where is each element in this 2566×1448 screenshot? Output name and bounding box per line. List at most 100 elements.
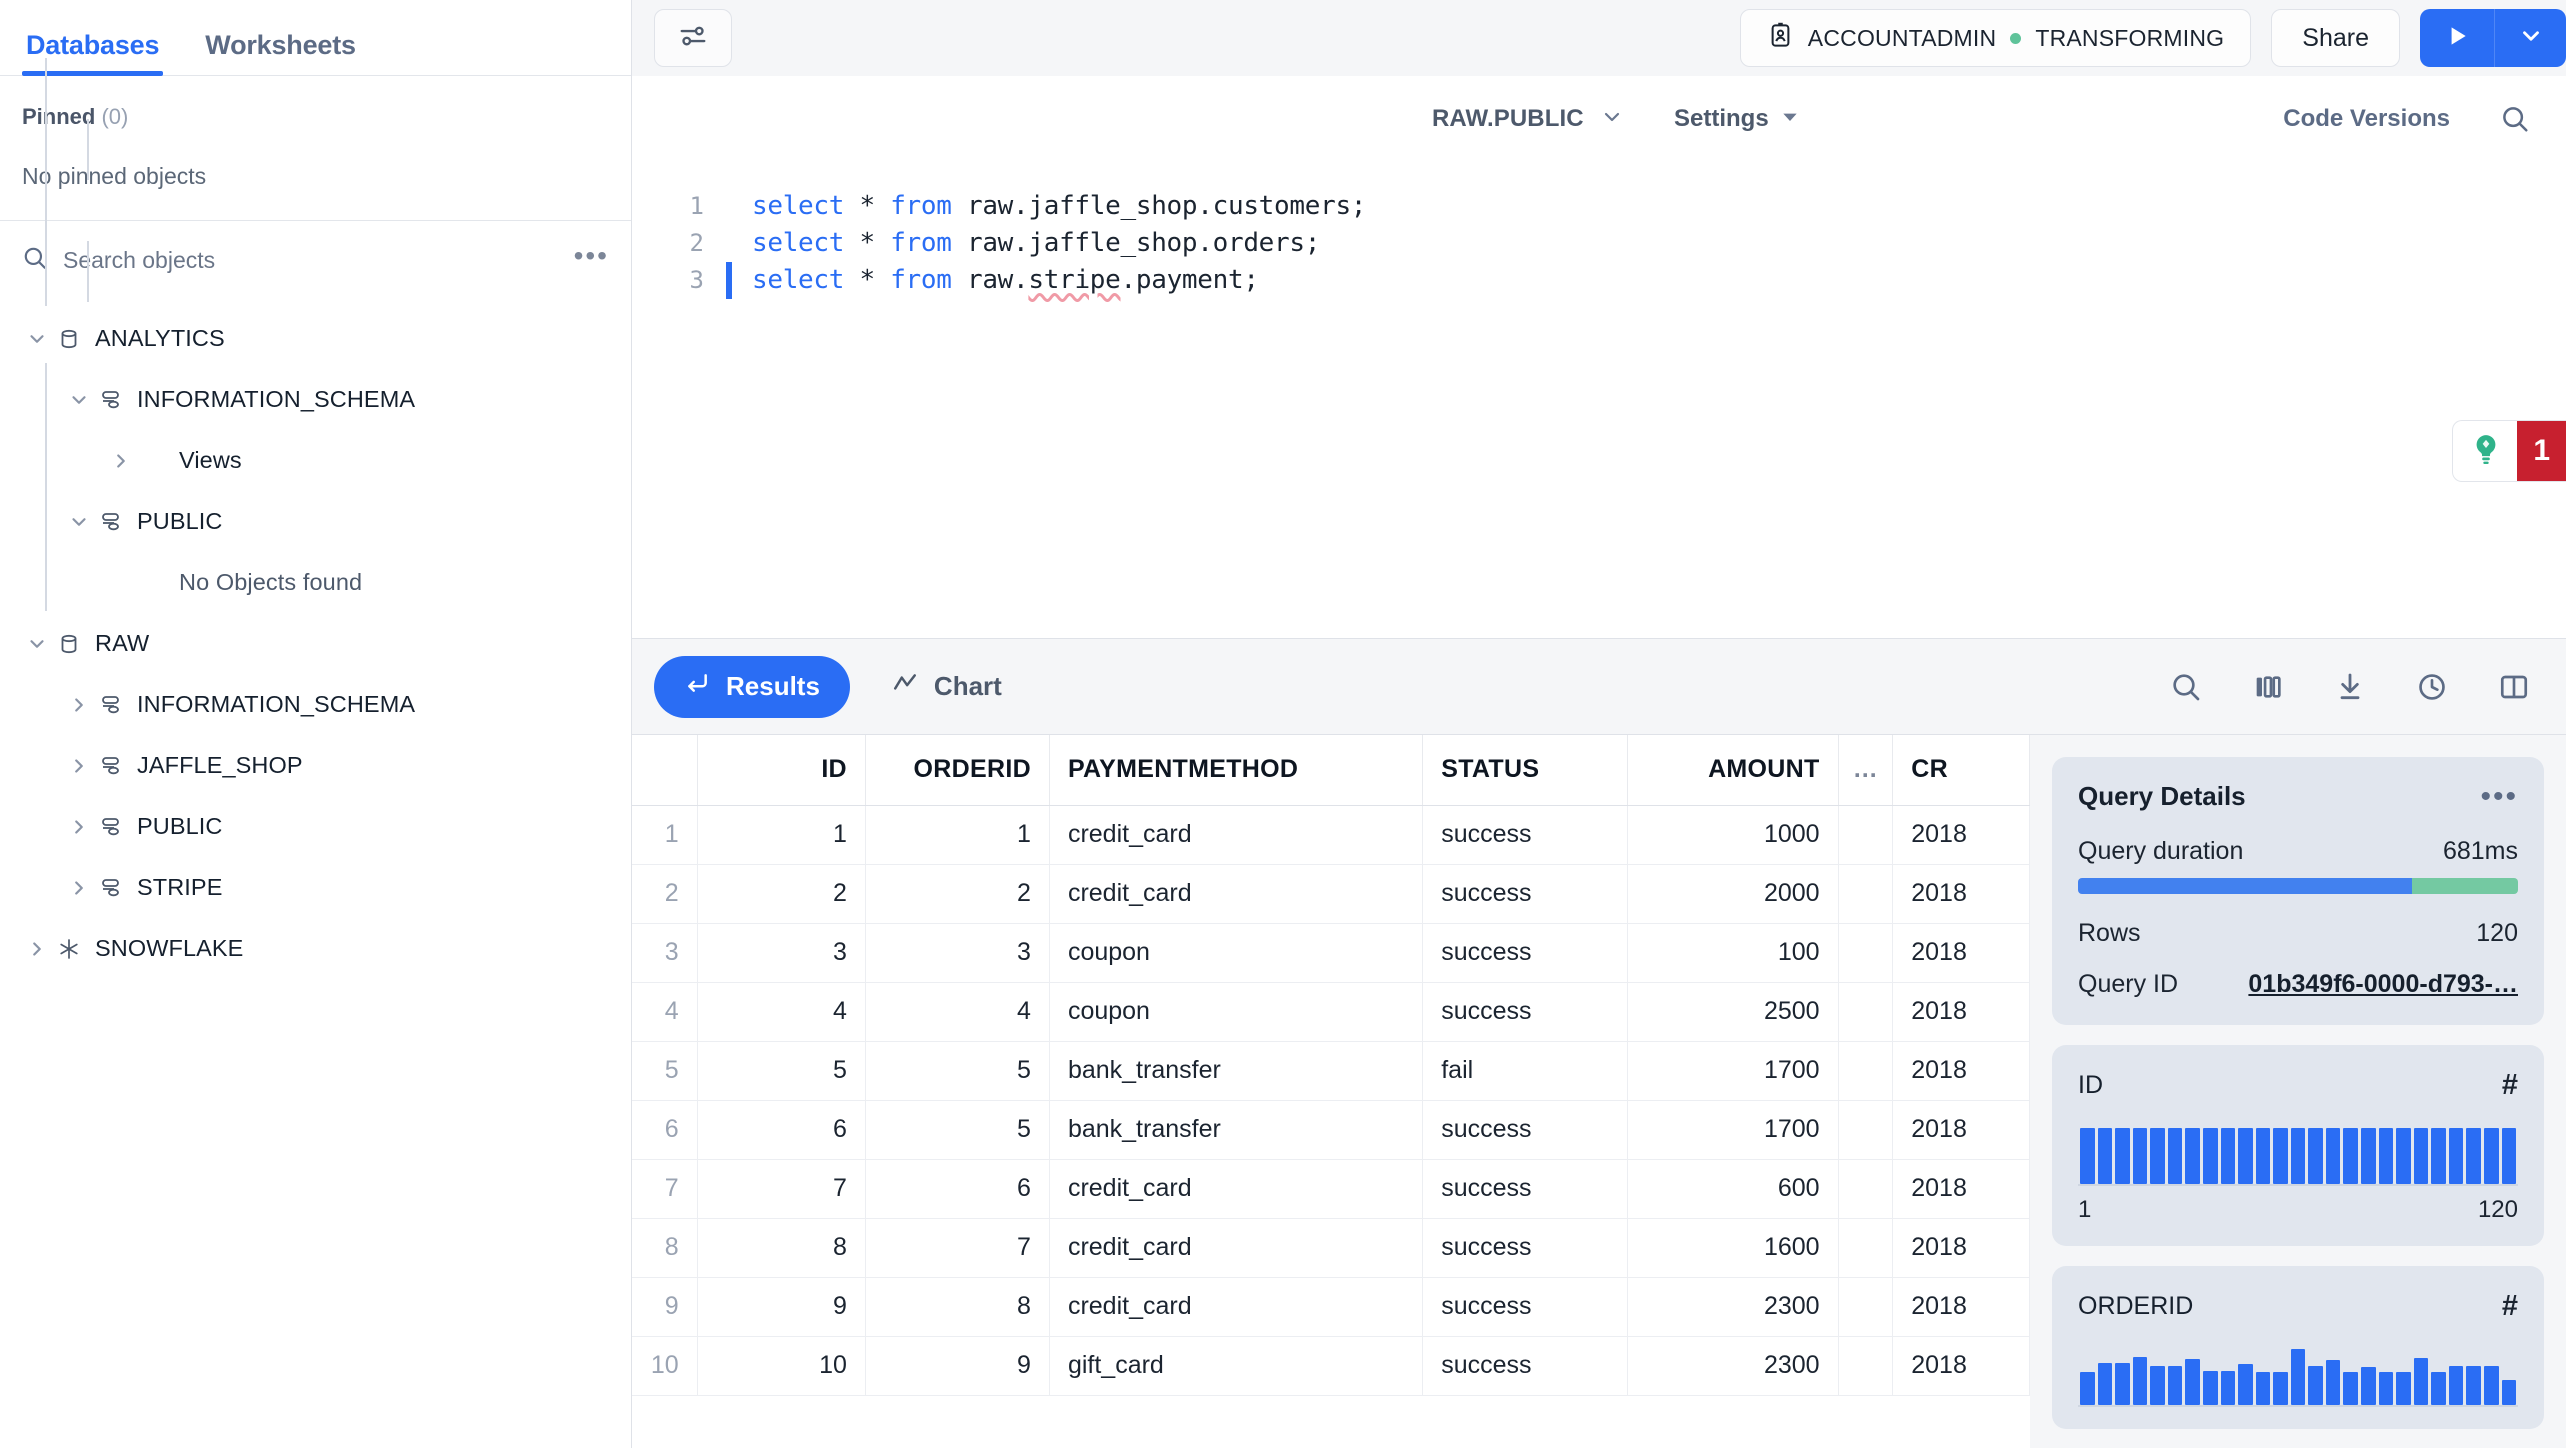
- cell-spacer: [1838, 1336, 1894, 1396]
- query-duration-bar: [2078, 878, 2518, 894]
- histogram-bar: [2466, 1365, 2481, 1405]
- code-versions-button[interactable]: Code Versions: [2283, 105, 2450, 132]
- histogram-bar: [2115, 1128, 2130, 1184]
- editor-search-icon[interactable]: [2500, 104, 2530, 134]
- col-header-status[interactable]: STATUS: [1422, 735, 1629, 806]
- lint-warning-badge[interactable]: 1: [2452, 420, 2566, 482]
- table-row[interactable]: 1 1 1 credit_card success 1000 2018: [632, 805, 2030, 865]
- database-icon: [52, 327, 86, 351]
- sql-keyword: select: [752, 265, 845, 295]
- cell-orderid: 6: [865, 1159, 1050, 1219]
- database-schema-selector[interactable]: RAW.PUBLIC: [1432, 105, 1624, 134]
- col-header-created[interactable]: CR: [1892, 735, 2030, 806]
- col-header-id[interactable]: ID: [697, 735, 866, 806]
- tree-node-raw-jaffle-shop[interactable]: JAFFLE_SHOP: [0, 735, 631, 796]
- table-row[interactable]: 2 2 2 credit_card success 2000 2018: [632, 864, 2030, 924]
- column-stats-title: ID: [2078, 1071, 2103, 1099]
- chevron-right-icon: [64, 755, 94, 777]
- table-row[interactable]: 9 9 8 credit_card success 2300 2018: [632, 1277, 2030, 1337]
- results-grid[interactable]: ID ORDERID PAYMENTMETHOD STATUS AMOUNT ……: [632, 734, 2030, 1448]
- histogram-bar: [2220, 1128, 2236, 1184]
- tree-node-analytics-information-schema[interactable]: INFORMATION_SCHEMA: [0, 369, 631, 430]
- col-header-paymentmethod[interactable]: PAYMENTMETHOD: [1049, 735, 1424, 806]
- sql-editor[interactable]: 1 select * from raw.jaffle_shop.customer…: [632, 162, 2566, 638]
- results-table-body: 1 1 1 credit_card success 1000 2018 2: [632, 805, 2030, 1396]
- col-header-orderid[interactable]: ORDERID: [865, 735, 1050, 806]
- tree-node-raw-information-schema[interactable]: INFORMATION_SCHEMA: [0, 674, 631, 735]
- filter-settings-button[interactable]: [654, 9, 732, 67]
- columns-icon[interactable]: [2252, 671, 2284, 703]
- settings-label: Settings: [1674, 105, 1769, 132]
- code-lines: 1 select * from raw.jaffle_shop.customer…: [632, 162, 2566, 299]
- sql-lint-squiggle: stripe: [1028, 265, 1121, 295]
- sidebar-more-icon[interactable]: •••: [573, 239, 609, 271]
- cell-paymentmethod: credit_card: [1049, 864, 1424, 924]
- cell-created: 2018: [1892, 923, 2030, 983]
- cell-status: success: [1422, 1336, 1629, 1396]
- code-line: 1 select * from raw.jaffle_shop.customer…: [632, 188, 2566, 225]
- tab-databases[interactable]: Databases: [22, 30, 164, 76]
- code-text: select * from raw.stripe.payment;: [732, 262, 1259, 299]
- tree-node-analytics-public[interactable]: PUBLIC: [0, 491, 631, 552]
- col-header-rownum[interactable]: [632, 735, 698, 806]
- code-line-active: 3 select * from raw.stripe.payment;: [632, 262, 2566, 299]
- table-row[interactable]: 5 5 5 bank_transfer fail 1700 2018: [632, 1041, 2030, 1101]
- ellipsis-icon[interactable]: •••: [2480, 779, 2518, 813]
- histogram-max: 120: [2477, 1196, 2518, 1223]
- tab-results[interactable]: Results: [654, 655, 850, 718]
- col-header-overflow-icon[interactable]: …: [1838, 735, 1894, 806]
- lightbulb-icon: [2467, 430, 2505, 473]
- table-row[interactable]: 7 7 6 credit_card success 600 2018: [632, 1159, 2030, 1219]
- tree-node-label: JAFFLE_SHOP: [137, 752, 303, 778]
- histogram-bar: [2396, 1371, 2411, 1405]
- line-chart-icon: [892, 670, 918, 703]
- table-row[interactable]: 10 10 9 gift_card success 2300 2018: [632, 1336, 2030, 1396]
- table-row[interactable]: 4 4 4 coupon success 2500 2018: [632, 982, 2030, 1042]
- tree-empty-no-objects: No Objects found: [0, 552, 631, 613]
- cell-paymentmethod: bank_transfer: [1049, 1100, 1424, 1160]
- top-toolbar: ACCOUNTADMIN TRANSFORMING Share: [632, 0, 2566, 76]
- editor-bar-right: Code Versions: [2283, 104, 2530, 134]
- code-seg: raw.jaffle_shop.customers;: [951, 191, 1367, 221]
- schema-icon: [94, 876, 128, 900]
- tree-node-analytics[interactable]: ANALYTICS: [0, 308, 631, 369]
- run-options-button[interactable]: [2494, 9, 2566, 67]
- settings-menu[interactable]: Settings: [1674, 105, 1798, 133]
- table-header-row: ID ORDERID PAYMENTMETHOD STATUS AMOUNT ……: [632, 735, 2030, 806]
- tab-chart[interactable]: Chart: [862, 656, 1032, 718]
- query-details-card: Query Details ••• Query duration 681ms: [2052, 757, 2544, 1025]
- pinned-section: Pinned (0) No pinned objects: [0, 76, 631, 220]
- histogram-bar: [2167, 1128, 2183, 1184]
- context-pill[interactable]: ACCOUNTADMIN TRANSFORMING: [1739, 9, 2252, 67]
- run-button[interactable]: [2420, 9, 2494, 67]
- query-id-value[interactable]: 01b349f6-0000-d793-…: [2248, 970, 2518, 998]
- table-row[interactable]: 3 3 3 coupon success 100 2018: [632, 923, 2030, 983]
- hash-icon: #: [2501, 1290, 2518, 1322]
- histogram-bar: [2273, 1371, 2288, 1405]
- cell-created: 2018: [1892, 982, 2030, 1042]
- tree-node-snowflake[interactable]: SNOWFLAKE: [0, 918, 631, 979]
- tree-node-raw-public[interactable]: PUBLIC: [0, 796, 631, 857]
- table-row[interactable]: 6 6 5 bank_transfer success 1700 2018: [632, 1100, 2030, 1160]
- tree-node-label: SNOWFLAKE: [95, 935, 244, 961]
- duration-bar-blue: [2078, 878, 2413, 894]
- tab-worksheets[interactable]: Worksheets: [205, 30, 356, 60]
- tree-node-views[interactable]: Views: [0, 430, 631, 491]
- cell-id: 5: [697, 1041, 866, 1101]
- share-button[interactable]: Share: [2271, 9, 2400, 67]
- tree-node-label: STRIPE: [137, 874, 223, 900]
- histogram-bar: [2308, 1365, 2323, 1405]
- tree-node-raw-stripe[interactable]: STRIPE: [0, 857, 631, 918]
- panel-toggle-icon[interactable]: [2498, 671, 2530, 703]
- search-icon[interactable]: [2170, 671, 2202, 703]
- search-input[interactable]: [63, 247, 559, 274]
- col-header-amount[interactable]: AMOUNT: [1627, 735, 1839, 806]
- pinned-count: (0): [101, 104, 129, 129]
- histogram-bar: [2413, 1357, 2429, 1405]
- history-icon[interactable]: [2416, 671, 2448, 703]
- table-row[interactable]: 8 8 7 credit_card success 1600 2018: [632, 1218, 2030, 1278]
- column-stats-orderid-card: ORDERID #: [2052, 1266, 2544, 1429]
- tree-node-raw[interactable]: RAW: [0, 613, 631, 674]
- download-icon[interactable]: [2334, 671, 2366, 703]
- histogram-bar: [2466, 1128, 2481, 1184]
